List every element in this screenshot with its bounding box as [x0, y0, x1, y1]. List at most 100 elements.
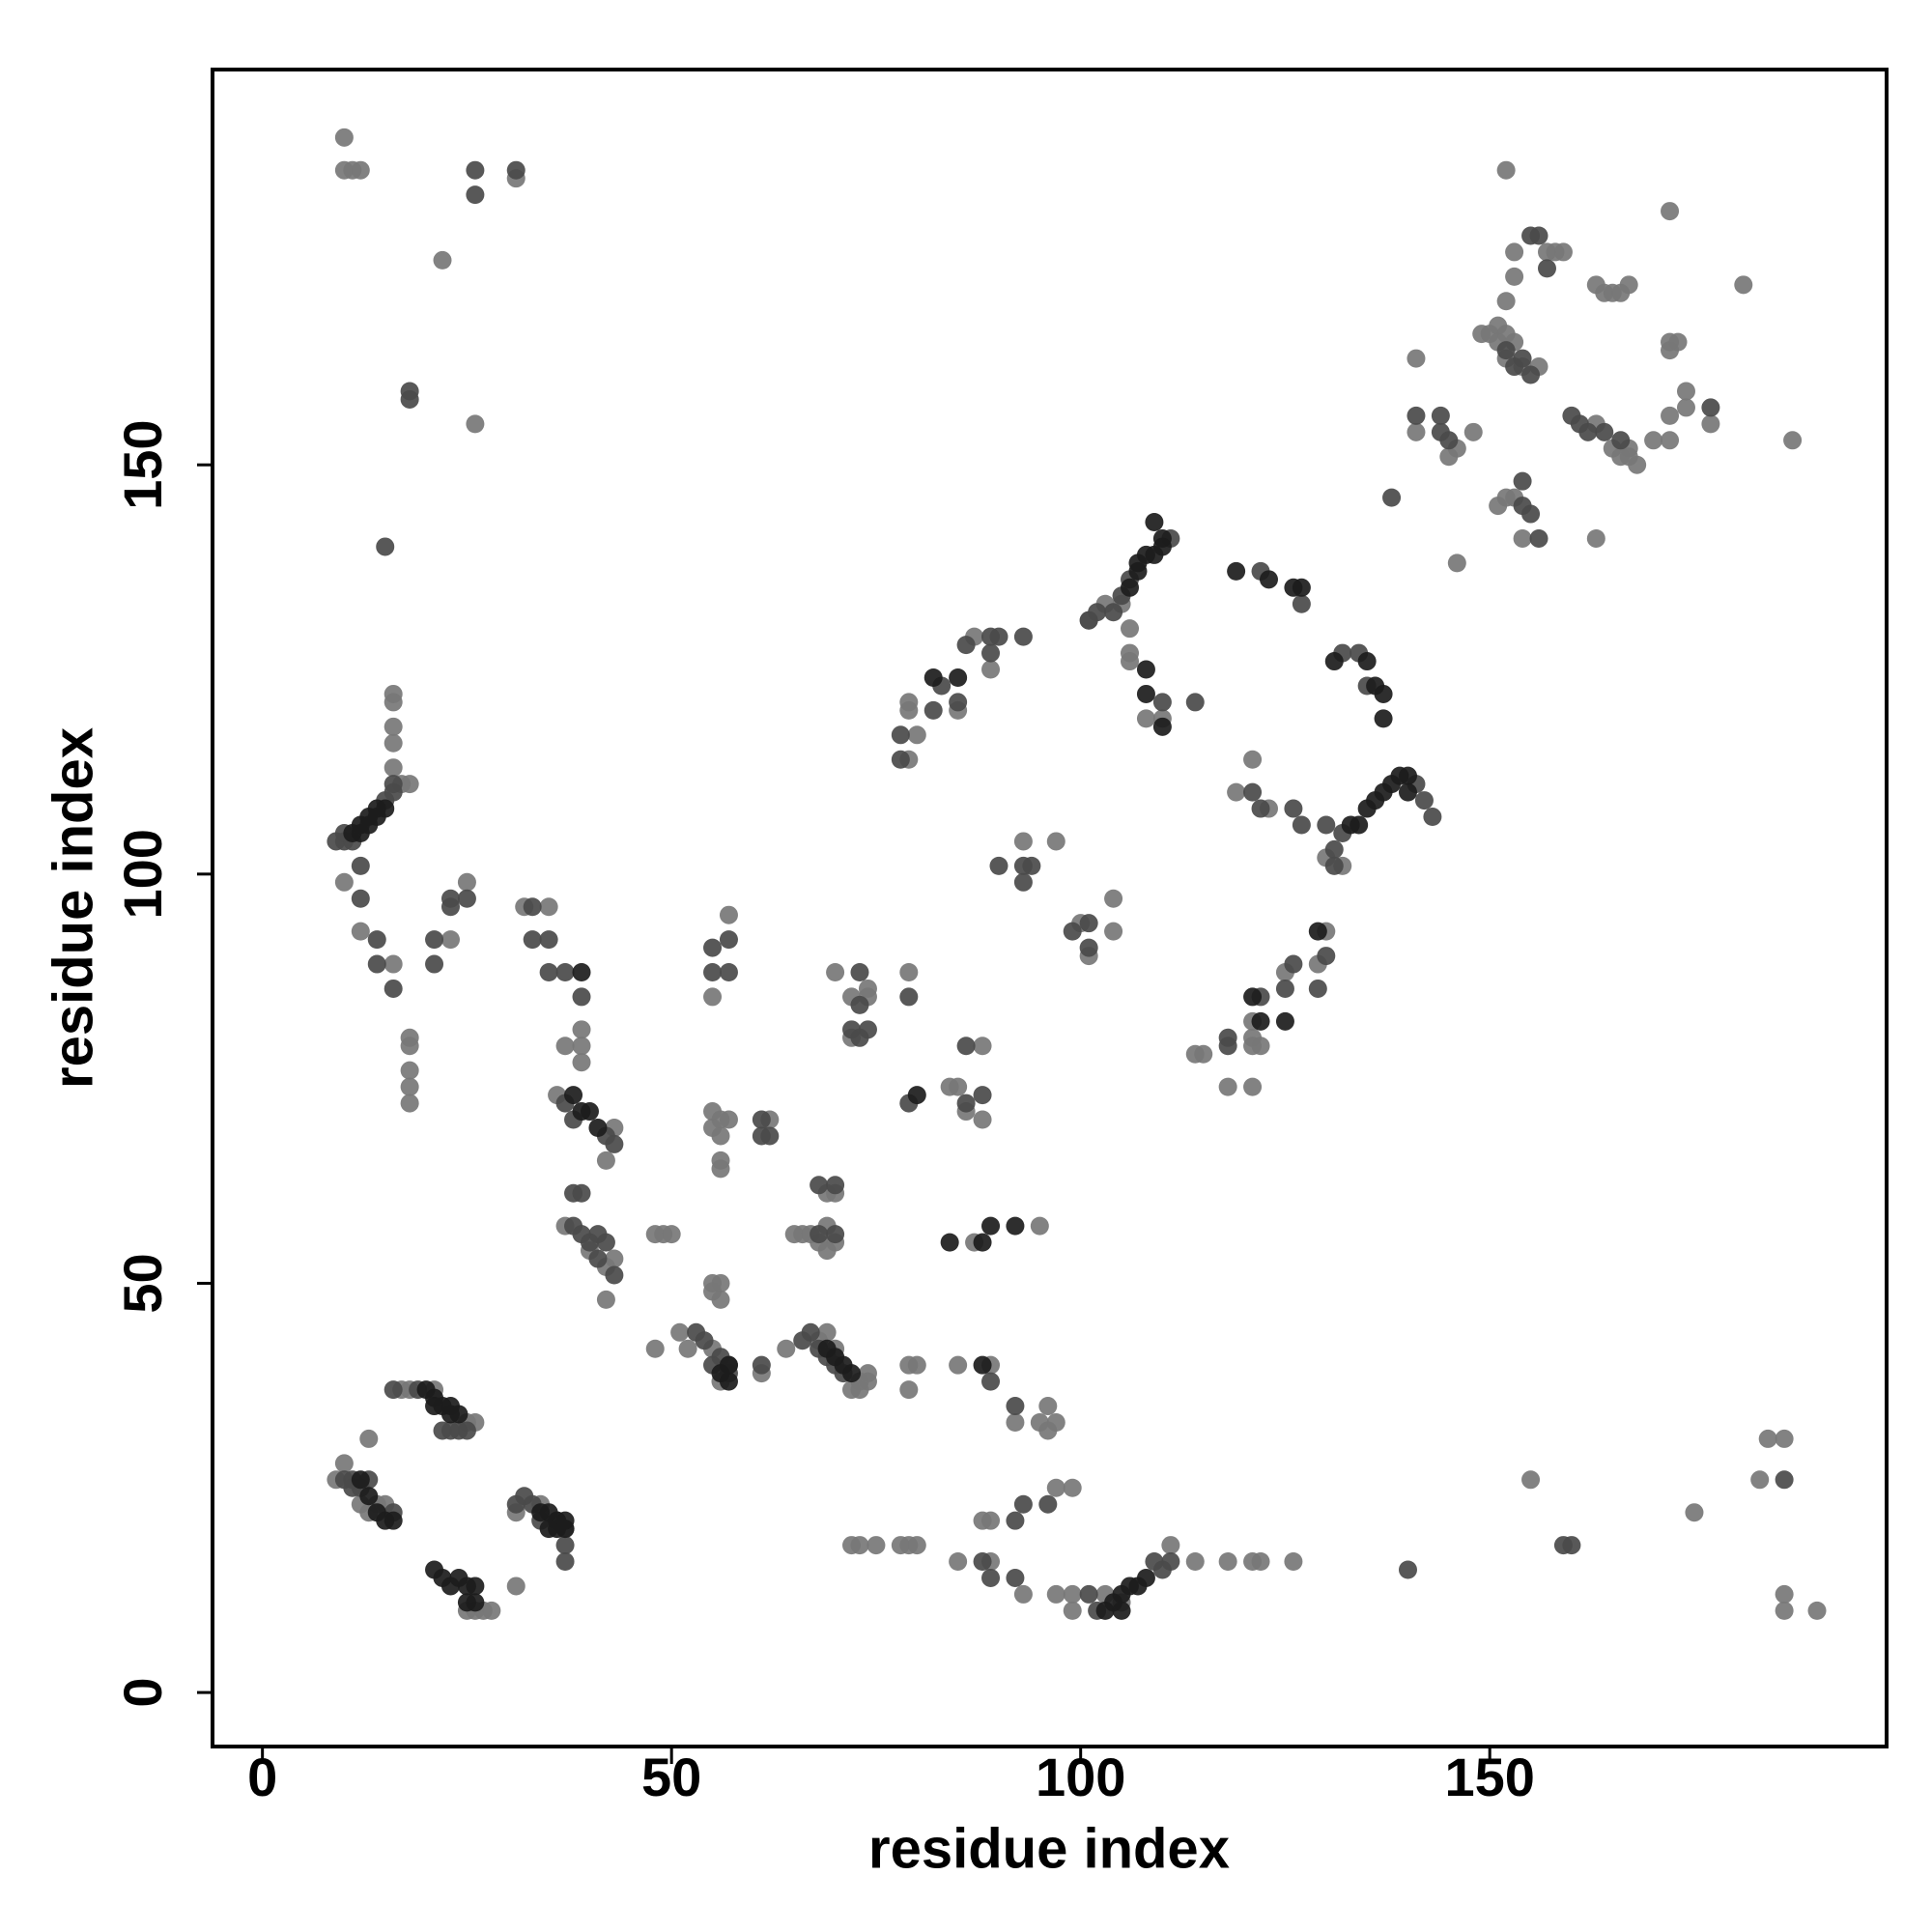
point: [1251, 799, 1270, 818]
point: [1553, 242, 1573, 262]
point: [1218, 1077, 1237, 1096]
point: [457, 889, 476, 908]
point: [1292, 578, 1311, 597]
point: [973, 1355, 992, 1375]
point: [1079, 1584, 1098, 1604]
point: [1260, 570, 1279, 589]
point: [1513, 528, 1532, 548]
point: [1521, 365, 1541, 384]
point: [973, 1110, 992, 1129]
point: [923, 668, 943, 688]
point: [351, 889, 370, 908]
point: [1275, 1011, 1294, 1031]
point: [400, 1077, 419, 1096]
point: [907, 725, 926, 745]
point: [1758, 1429, 1777, 1448]
point: [973, 1086, 992, 1105]
point: [1136, 1568, 1155, 1587]
point: [1013, 872, 1033, 892]
point: [1079, 938, 1098, 957]
point: [1013, 832, 1033, 851]
point: [449, 1405, 469, 1424]
point: [1423, 808, 1442, 827]
point: [1006, 1511, 1025, 1530]
point: [899, 1380, 919, 1400]
point: [523, 930, 542, 950]
point: [1775, 1429, 1794, 1448]
point: [384, 979, 403, 998]
point: [1038, 1421, 1058, 1440]
point: [662, 1225, 681, 1244]
point: [1701, 414, 1720, 434]
point: [1521, 1470, 1541, 1490]
point: [891, 725, 910, 745]
y-tick-label: 0: [112, 1678, 173, 1708]
point: [1529, 226, 1548, 245]
point: [1063, 922, 1082, 941]
point: [899, 987, 919, 1007]
point: [711, 1290, 730, 1309]
point: [752, 1355, 771, 1375]
point: [1022, 856, 1041, 875]
point: [850, 1536, 869, 1555]
point: [425, 954, 444, 974]
point: [1562, 1536, 1581, 1555]
point: [596, 1151, 615, 1170]
point: [1136, 660, 1155, 679]
x-tick-label: 0: [247, 1747, 277, 1807]
point: [1750, 1470, 1770, 1490]
point: [351, 1470, 370, 1490]
point: [1685, 1503, 1704, 1522]
point: [923, 700, 943, 720]
point: [466, 1593, 485, 1612]
point: [801, 1322, 820, 1342]
point: [1595, 422, 1614, 441]
point: [1121, 578, 1140, 597]
point: [1161, 1536, 1180, 1555]
point: [1243, 1077, 1263, 1096]
point: [457, 872, 476, 892]
point: [539, 930, 558, 950]
point: [949, 693, 968, 712]
point: [981, 660, 1001, 679]
point: [1317, 815, 1336, 835]
point: [440, 889, 460, 908]
point: [1243, 750, 1263, 769]
point: [572, 987, 591, 1007]
point: [1676, 398, 1695, 417]
point: [359, 1429, 379, 1448]
point: [400, 1037, 419, 1056]
point: [949, 1552, 968, 1572]
point: [956, 1094, 976, 1113]
point: [1398, 1560, 1417, 1579]
point: [1324, 839, 1344, 859]
point: [1406, 422, 1426, 441]
point: [334, 872, 354, 892]
point: [1218, 1552, 1237, 1572]
point: [605, 1134, 624, 1153]
point: [899, 693, 919, 712]
point: [376, 537, 395, 556]
point: [1079, 914, 1098, 933]
point: [334, 128, 354, 147]
point: [1006, 1397, 1025, 1416]
point: [466, 160, 485, 180]
point: [1513, 471, 1532, 491]
point: [817, 1322, 837, 1342]
point: [907, 1355, 926, 1375]
point: [719, 1355, 738, 1375]
point: [1046, 1478, 1065, 1497]
point: [907, 1536, 926, 1555]
point: [400, 389, 419, 409]
point: [1275, 979, 1294, 998]
point: [425, 930, 444, 950]
point: [1145, 513, 1164, 532]
point: [1013, 627, 1033, 646]
point: [1324, 652, 1344, 671]
point: [596, 1290, 615, 1309]
point: [956, 636, 976, 655]
y-tick-label: 150: [112, 419, 173, 509]
point: [1496, 160, 1516, 180]
point: [1586, 528, 1605, 548]
